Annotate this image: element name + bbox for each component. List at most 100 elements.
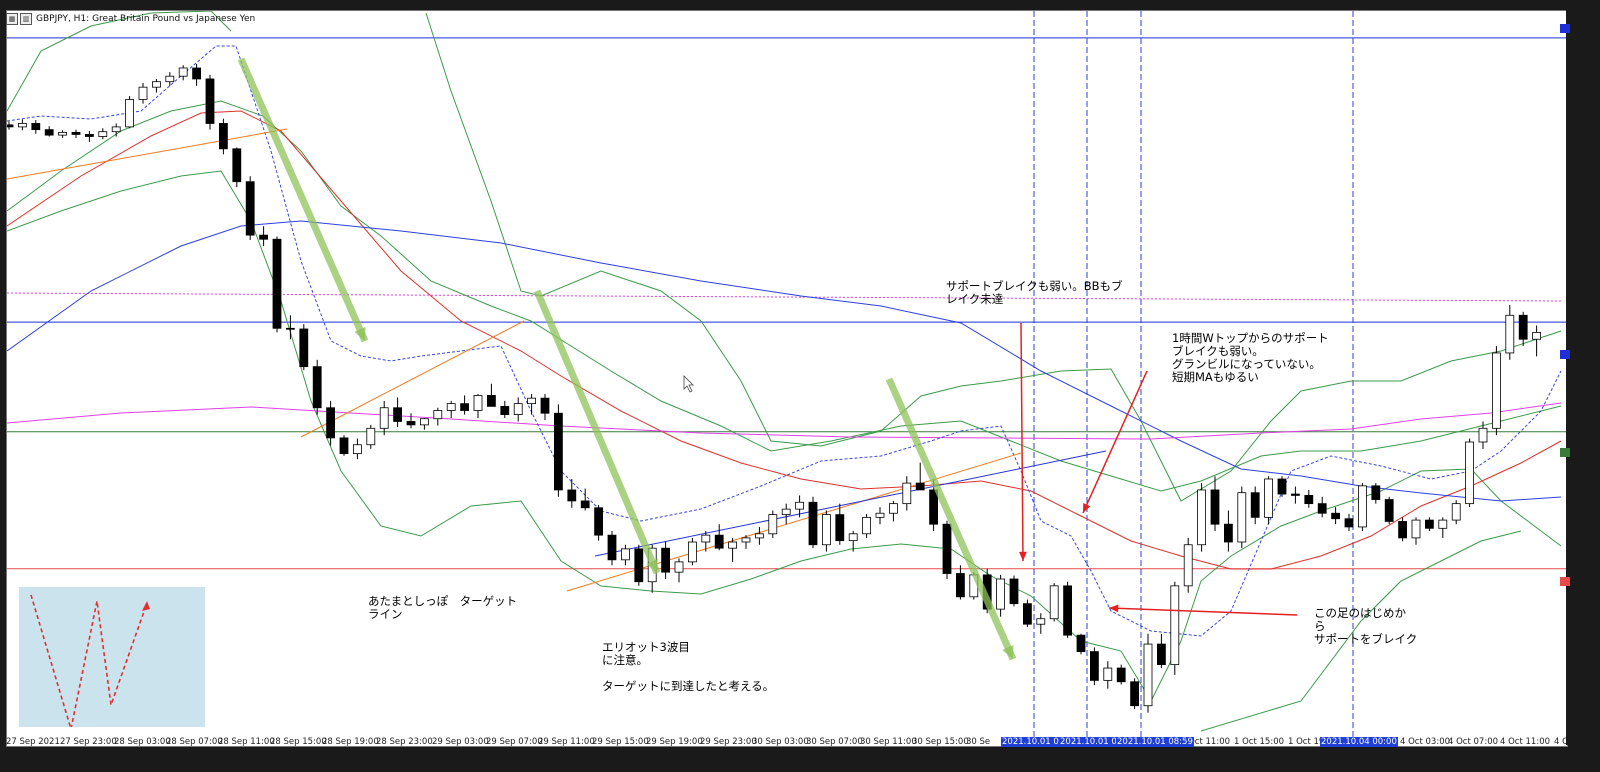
x-axis-label: 28 Sep 15:00 — [270, 737, 327, 747]
candle-body — [178, 67, 188, 77]
trendline-orange-b — [300, 320, 525, 438]
candle-body — [795, 501, 804, 510]
mouse-cursor-icon — [683, 375, 694, 393]
candle-body — [956, 573, 965, 598]
candle-body — [98, 131, 108, 137]
candle-body — [245, 181, 255, 236]
candle-body — [822, 514, 831, 546]
candle-body — [1478, 427, 1488, 443]
candle-body — [1103, 667, 1113, 681]
candle-body — [205, 78, 215, 124]
candle-body — [1384, 499, 1394, 522]
candle-body — [232, 148, 242, 183]
candle-body — [607, 534, 617, 561]
candle-body — [1277, 478, 1287, 495]
candle-body — [701, 534, 711, 543]
x-axis-label: 30 Sep 03:00 — [752, 737, 809, 747]
x-axis-label: 4 Oct 11:00 — [1500, 737, 1551, 747]
chart-canvas[interactable] — [6, 10, 1568, 747]
bb-upper-band-a — [7, 11, 232, 112]
red-arrow-this-candle — [1108, 607, 1298, 616]
candle-body — [473, 395, 483, 411]
candle-body — [889, 503, 898, 514]
candle-body — [1304, 495, 1314, 505]
green-arrow-3-head — [1002, 645, 1014, 659]
candle-body — [111, 126, 121, 133]
x-axis-label: 29 Sep 15:00 — [592, 737, 649, 747]
candle-body — [1210, 489, 1220, 525]
candle-body — [862, 516, 871, 535]
candle-body — [741, 537, 751, 543]
candle-body — [621, 548, 630, 561]
x-axis-label: 30 Sep 11:00 — [860, 737, 917, 747]
candle-body — [1398, 521, 1407, 539]
annotation-head-tail-target: あたまとしっぽ ターゲット ライン — [368, 594, 518, 621]
green-arrow-3 — [885, 377, 1017, 661]
trendline-blue — [594, 450, 1107, 557]
x-axis-highlight-label: 2021.10.01 08:59 — [1116, 737, 1194, 747]
candle-body — [446, 403, 456, 411]
w-pattern-icon — [30, 594, 150, 727]
candle-body — [58, 131, 67, 136]
x-axis-label: 1 Oct 19: — [1288, 737, 1328, 747]
candle-body — [1465, 441, 1474, 505]
candle-body — [85, 134, 94, 137]
candle-body — [527, 397, 536, 405]
candle-body — [1237, 492, 1247, 543]
annotation-this-candle: この足のはじめか ら サポートをブレイク — [1314, 606, 1418, 646]
candle-body — [1411, 519, 1421, 539]
candle-body — [44, 129, 54, 136]
bb-upper-band-b — [425, 12, 1562, 502]
candle-body — [808, 501, 818, 546]
candle-body — [848, 533, 858, 542]
candle-body — [929, 489, 938, 525]
candle-body — [17, 123, 27, 128]
candle-body — [379, 407, 389, 429]
candle-body — [1197, 489, 1206, 546]
candle-body — [1009, 578, 1019, 605]
candle-body — [138, 86, 148, 100]
chart-title-bar: ▦ ▥ GBPJPY, H1: Great Britain Pound vs Ja… — [6, 10, 255, 28]
candle-body — [1532, 331, 1541, 340]
x-axis-label: 30 Sep 07:00 — [806, 737, 863, 747]
bb-lower-band-b — [1200, 530, 1522, 732]
candle-body — [1371, 485, 1381, 500]
candle-body — [1116, 667, 1126, 683]
candle-body — [1317, 503, 1327, 514]
candle-body — [165, 75, 175, 83]
price-scale[interactable] — [1566, 10, 1600, 745]
x-axis-label: 29 Sep 03:00 — [432, 737, 489, 747]
candle-body — [1170, 585, 1180, 666]
red-arrow-double-top — [1082, 370, 1148, 514]
x-axis-label: 1 Oct 15:00 — [1234, 737, 1285, 747]
candle-body — [580, 500, 590, 509]
x-axis-label: 29 Sep 19:00 — [646, 737, 703, 747]
x-axis-label: 28 Sep 07:00 — [166, 737, 223, 747]
candle-body — [406, 421, 416, 426]
x-axis-label: 4 Oct 03:00 — [1400, 737, 1451, 747]
candle-body — [768, 514, 778, 535]
annotation-elliott-wave: エリオット3波目 に注意。 ターゲットに到達したと考える。 — [602, 640, 775, 693]
candle-body — [674, 561, 684, 573]
candle-body — [419, 418, 429, 426]
price-chart-svg — [7, 11, 1567, 746]
red-arrow-this-candle-head — [1109, 604, 1119, 613]
candle-body — [1090, 651, 1099, 681]
candle-body — [433, 410, 443, 420]
candle-body — [714, 534, 724, 549]
candle-body — [540, 397, 550, 414]
w-pattern-line — [30, 594, 148, 727]
annotation-double-top: 1時間Wトップからのサポート ブレイクも弱い。 グランビルになっていない。 短期… — [1172, 331, 1329, 384]
candle-body — [1036, 618, 1046, 625]
candle-body — [1023, 603, 1032, 625]
red-arrow-double-top-head — [1083, 503, 1091, 513]
x-axis-label: 30 Se — [966, 737, 991, 747]
candle-body — [1505, 314, 1515, 354]
red-arrow-support-head — [1019, 551, 1027, 561]
candle-body — [1224, 523, 1233, 543]
candle-body — [393, 407, 403, 422]
candle-body — [1063, 585, 1072, 636]
candle-body — [1492, 352, 1501, 429]
chart-window-icon[interactable]: ▦ ▥ — [6, 13, 32, 25]
candle-body — [942, 523, 952, 574]
